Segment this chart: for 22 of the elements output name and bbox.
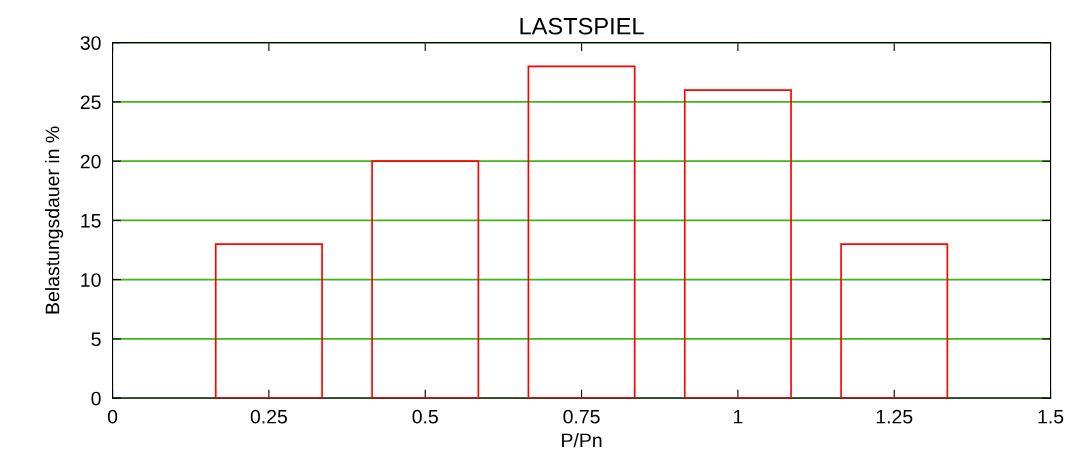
chart-title: LASTSPIEL (520, 17, 644, 35)
x-tick-label: 0.75 (563, 409, 600, 424)
bar (683, 89, 792, 399)
x-tick-label: 1 (733, 409, 743, 424)
y-tick-label: 0 (91, 391, 101, 406)
bar (371, 160, 480, 399)
y-tick-label: 25 (80, 95, 101, 110)
bar (527, 65, 636, 399)
x-axis-title: P/Pn (562, 432, 602, 448)
x-tick-label: 0.25 (250, 409, 287, 424)
bar (214, 243, 323, 399)
x-tick-label: 0.5 (412, 409, 438, 424)
y-tick-label: 30 (80, 36, 101, 50)
x-tick-label: 1.5 (1038, 409, 1064, 424)
y-tick-label: 5 (91, 332, 101, 347)
x-tick-label: 1.25 (876, 409, 913, 424)
y-tick-label: 20 (80, 154, 101, 169)
x-tick-label: 0 (107, 409, 118, 424)
y-tick-label: 10 (81, 273, 101, 287)
y-tick-label: 15 (81, 214, 101, 228)
y-axis-title: Belastungsdauer in % (45, 126, 64, 314)
bar (840, 243, 949, 399)
